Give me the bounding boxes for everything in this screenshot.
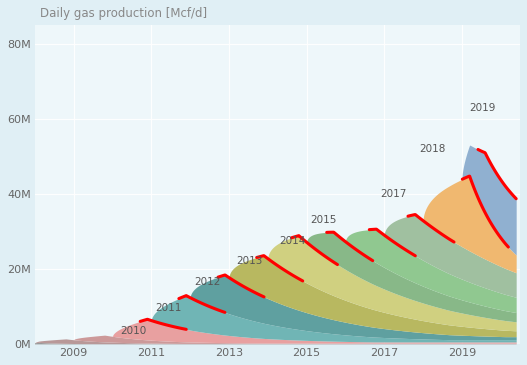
Text: 2012: 2012 — [194, 277, 220, 287]
Text: 2018: 2018 — [419, 144, 445, 154]
Text: 2019: 2019 — [470, 103, 496, 113]
Text: 2011: 2011 — [155, 303, 182, 313]
Text: 2014: 2014 — [279, 236, 306, 246]
Text: 2013: 2013 — [237, 257, 263, 266]
Text: 2017: 2017 — [380, 189, 407, 199]
Text: 2015: 2015 — [310, 215, 337, 225]
Text: Daily gas production [Mcf/d]: Daily gas production [Mcf/d] — [40, 7, 207, 20]
Text: 2010: 2010 — [120, 326, 147, 336]
